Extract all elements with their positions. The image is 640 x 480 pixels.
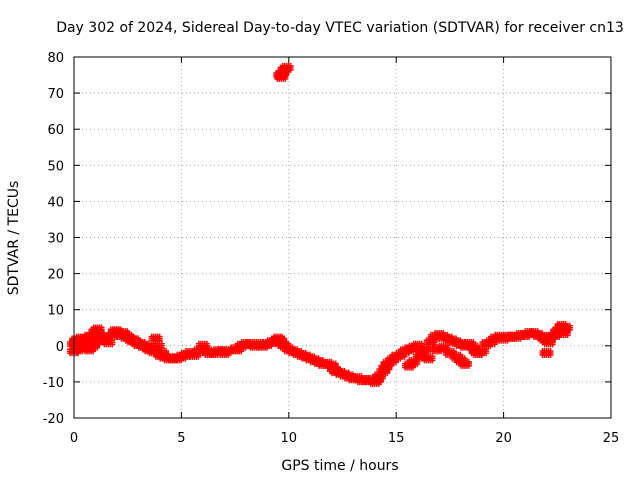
- data-point: [457, 358, 472, 369]
- chart-title: Day 302 of 2024, Sidereal Day-to-day VTE…: [56, 20, 624, 36]
- gridlines: [74, 57, 611, 418]
- y-axis-label: SDTVAR / TECUs: [6, 181, 22, 296]
- x-tick-label: 10: [281, 431, 298, 446]
- x-tick-label: 15: [388, 431, 405, 446]
- y-tick-label: 30: [47, 232, 64, 247]
- y-tick-label: -20: [43, 412, 64, 427]
- x-tick-label: 0: [70, 431, 78, 446]
- y-tick-label: 80: [47, 51, 64, 66]
- data-point: [195, 340, 210, 351]
- data-point: [556, 328, 571, 339]
- x-tick-label: 5: [177, 431, 185, 446]
- data-point: [279, 62, 294, 73]
- y-tick-label: 60: [47, 123, 64, 138]
- data-point: [539, 348, 554, 359]
- x-tick-label: 25: [603, 431, 620, 446]
- y-tick-label: 40: [47, 195, 64, 210]
- y-tick-label: 50: [47, 159, 64, 174]
- y-tick-label: 10: [47, 304, 64, 319]
- plot-frame: [73, 56, 612, 419]
- data-point: [475, 346, 490, 357]
- y-tick-label: 0: [56, 340, 64, 355]
- data-point: [274, 71, 289, 82]
- data-point: [148, 333, 163, 344]
- y-tick-label: -10: [43, 376, 64, 391]
- tick-labels: 0 5 10 15 20 25 -20 -10 0 10 20 30 40 50 60 70 80: [43, 51, 620, 446]
- y-tick-label: 70: [47, 87, 64, 102]
- data-points: [67, 62, 573, 387]
- x-tick-label: 20: [495, 431, 512, 446]
- data-point: [421, 353, 436, 364]
- x-axis-label: GPS time / hours: [281, 458, 398, 474]
- y-tick-label: 20: [47, 268, 64, 283]
